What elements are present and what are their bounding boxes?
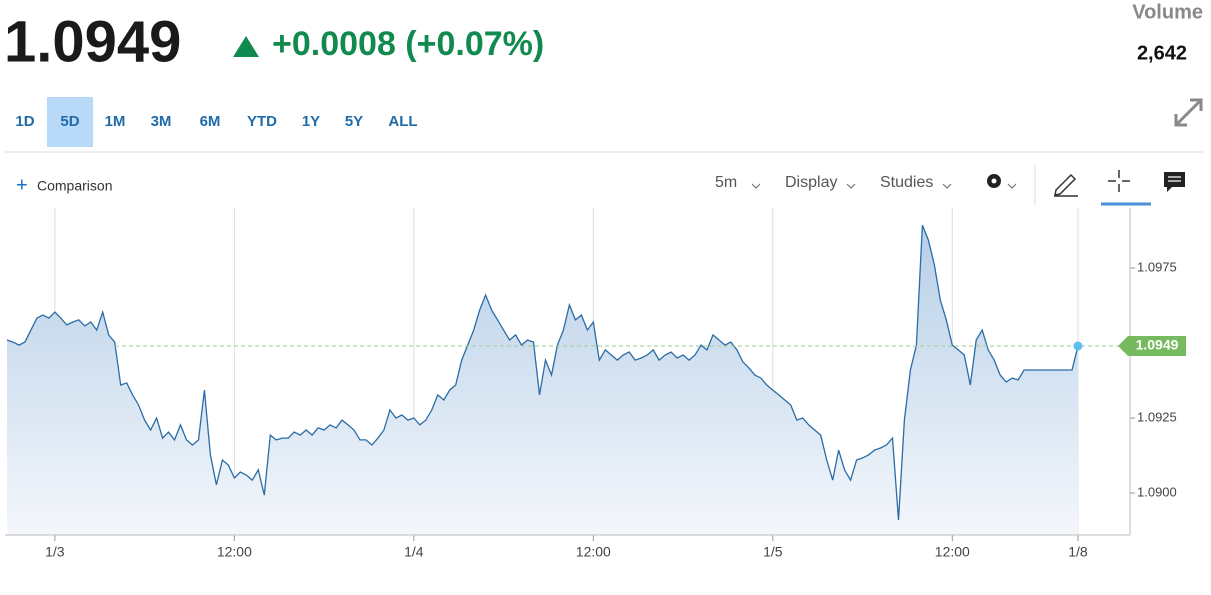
expand-icon[interactable] xyxy=(1174,98,1203,127)
x-tick-label: 1/3 xyxy=(45,544,65,560)
comparison[interactable]: Comparison xyxy=(37,178,112,194)
x-tick-label: 12:00 xyxy=(217,544,252,560)
y-tick-label: 1.0900 xyxy=(1137,484,1177,499)
pencil-icon[interactable] xyxy=(1054,173,1078,197)
y-tick-label: 1.0925 xyxy=(1137,409,1177,424)
price: 1.0949 xyxy=(4,9,181,74)
last-price-tag xyxy=(1118,336,1186,356)
last-price-label: 1.0949 xyxy=(1136,337,1179,353)
range-button[interactable]: 1M xyxy=(105,113,126,130)
y-tick-label: 1.0975 xyxy=(1137,259,1177,274)
range-button[interactable]: 6M xyxy=(200,113,221,130)
up-arrow xyxy=(233,36,259,57)
x-tick-label: 1/4 xyxy=(404,544,424,560)
chevrons xyxy=(751,183,1017,189)
plus-icon: + xyxy=(16,174,28,196)
x-tick-label: 12:00 xyxy=(935,544,970,560)
gear-icon[interactable] xyxy=(987,174,1001,188)
volume: 2,642 xyxy=(1137,42,1187,64)
display[interactable]: Display xyxy=(785,174,837,191)
change: +0.0008 (+0.07%) xyxy=(272,25,544,63)
range-selected xyxy=(47,97,93,147)
range-button[interactable]: 1D xyxy=(15,113,34,130)
range-bar: 1D 5D 1M 3M 6M YTD 1Y 5Y ALL xyxy=(15,97,418,147)
range-button[interactable]: 1Y xyxy=(302,113,320,130)
range-button[interactable]: 5D xyxy=(60,113,79,130)
x-tick-label: 1/8 xyxy=(1068,544,1088,560)
comment-icon[interactable] xyxy=(1164,172,1185,192)
x-tick-label: 12:00 xyxy=(576,544,611,560)
volume-label: Volume xyxy=(1132,1,1203,23)
range-button[interactable]: ALL xyxy=(388,113,417,130)
interval[interactable]: 5m xyxy=(715,174,737,191)
range-button[interactable]: YTD xyxy=(247,113,277,130)
studies[interactable]: Studies xyxy=(880,174,933,191)
range-button[interactable]: 5Y xyxy=(345,113,363,130)
last-point xyxy=(1073,341,1083,351)
plot: 1/3 12:00 1/4 12:00 1/5 12:00 1/8 1.0900 1.0925 1… xyxy=(5,208,1186,560)
x-tick-label: 1/5 xyxy=(763,544,783,560)
comment-lines xyxy=(1168,176,1181,182)
range-button[interactable]: 3M xyxy=(151,113,172,130)
price-line xyxy=(6,224,1079,521)
crosshair-icon[interactable] xyxy=(1108,170,1130,192)
